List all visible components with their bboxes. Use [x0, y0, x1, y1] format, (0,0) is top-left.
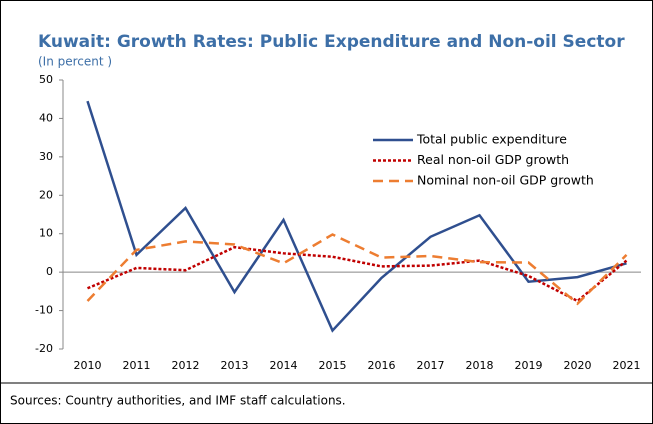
x-tick-label: 2021 [613, 359, 641, 372]
legend-label: Real non-oil GDP growth [417, 152, 569, 167]
x-tick-label: 2010 [74, 359, 102, 372]
x-tick-label: 2016 [368, 359, 396, 372]
series-line [86, 233, 628, 306]
y-tick-label: 0 [46, 265, 53, 278]
y-tick-label: 20 [39, 188, 53, 201]
y-tick-label: -10 [35, 304, 53, 317]
x-tick-label: 2017 [417, 359, 445, 372]
x-tick-label: 2015 [319, 359, 347, 372]
chart-subtitle: (In percent ) [38, 55, 112, 69]
series-line [86, 100, 627, 333]
x-tick-label: 2018 [466, 359, 494, 372]
x-tick-label: 2012 [172, 359, 200, 372]
x-tick-label: 2020 [564, 359, 592, 372]
y-tick-label: 10 [39, 227, 53, 240]
x-tick-label: 2011 [123, 359, 151, 372]
y-tick-label: 50 [39, 73, 53, 86]
y-tick-label: 30 [39, 150, 53, 163]
x-tick-label: 2013 [221, 359, 249, 372]
x-tick-label: 2019 [515, 359, 543, 372]
x-tick-label: 2014 [270, 359, 298, 372]
legend-label: Nominal non-oil GDP growth [417, 173, 594, 188]
chart-title: Kuwait: Growth Rates: Public Expenditure… [38, 32, 625, 52]
y-tick-label: -20 [35, 342, 53, 355]
y-tick-label: 40 [39, 111, 53, 124]
source: Sources: Country authorities, and IMF st… [10, 394, 346, 408]
legend-label: Total public expenditure [416, 132, 567, 147]
